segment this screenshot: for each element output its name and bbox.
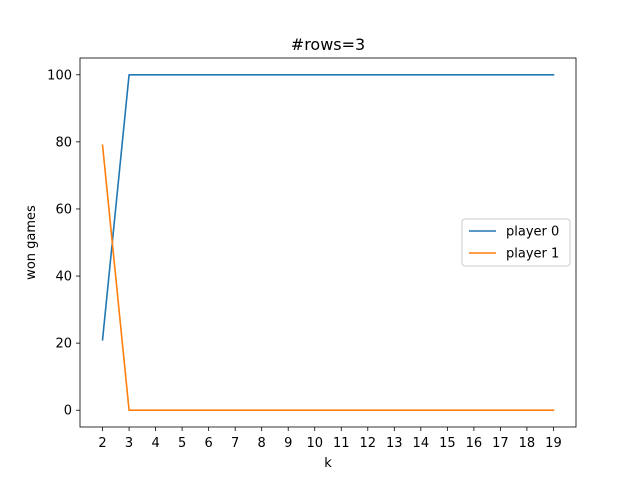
y-tick-label: 60 [55,202,72,217]
x-tick-label: 16 [466,436,483,451]
x-tick-label: 9 [284,436,292,451]
series-line-player-1 [101,144,555,412]
x-tick-label: 17 [492,436,509,451]
y-tick-label: 40 [55,270,72,285]
legend: player 0 player 1 [461,218,571,267]
x-tick-label: 19 [545,436,562,451]
x-tick-label: 11 [333,436,350,451]
chart-title: #rows=3 [291,35,365,54]
y-tick-label: 80 [55,135,72,150]
x-axis-ticks: 2 3 4 5 6 7 8 9 10 11 12 13 14 15 16 17 18 19 [98,427,562,451]
plot-area [79,57,577,428]
x-tick-label: 15 [439,436,456,451]
plot-frame [79,57,577,428]
y-tick-label: 0 [64,404,72,419]
y-axis-ticks: 0 20 40 60 80 100 [47,68,80,419]
legend-label: player 1 [506,247,559,262]
y-axis-label: won games [24,205,39,280]
x-tick-label: 6 [205,436,213,451]
x-axis-label: k [324,456,332,471]
x-tick-label: 14 [413,436,430,451]
x-tick-label: 4 [151,436,159,451]
x-tick-label: 18 [519,436,536,451]
x-tick-label: 7 [231,436,239,451]
x-tick-label: 10 [306,436,323,451]
x-tick-label: 2 [98,436,106,451]
series-line-player-0 [101,73,555,341]
x-tick-label: 5 [178,436,186,451]
x-tick-label: 12 [360,436,377,451]
y-tick-label: 100 [47,68,72,83]
x-tick-label: 3 [125,436,133,451]
y-tick-label: 20 [55,337,72,352]
x-tick-label: 13 [386,436,403,451]
x-tick-label: 8 [258,436,266,451]
legend-label: player 0 [506,225,559,240]
